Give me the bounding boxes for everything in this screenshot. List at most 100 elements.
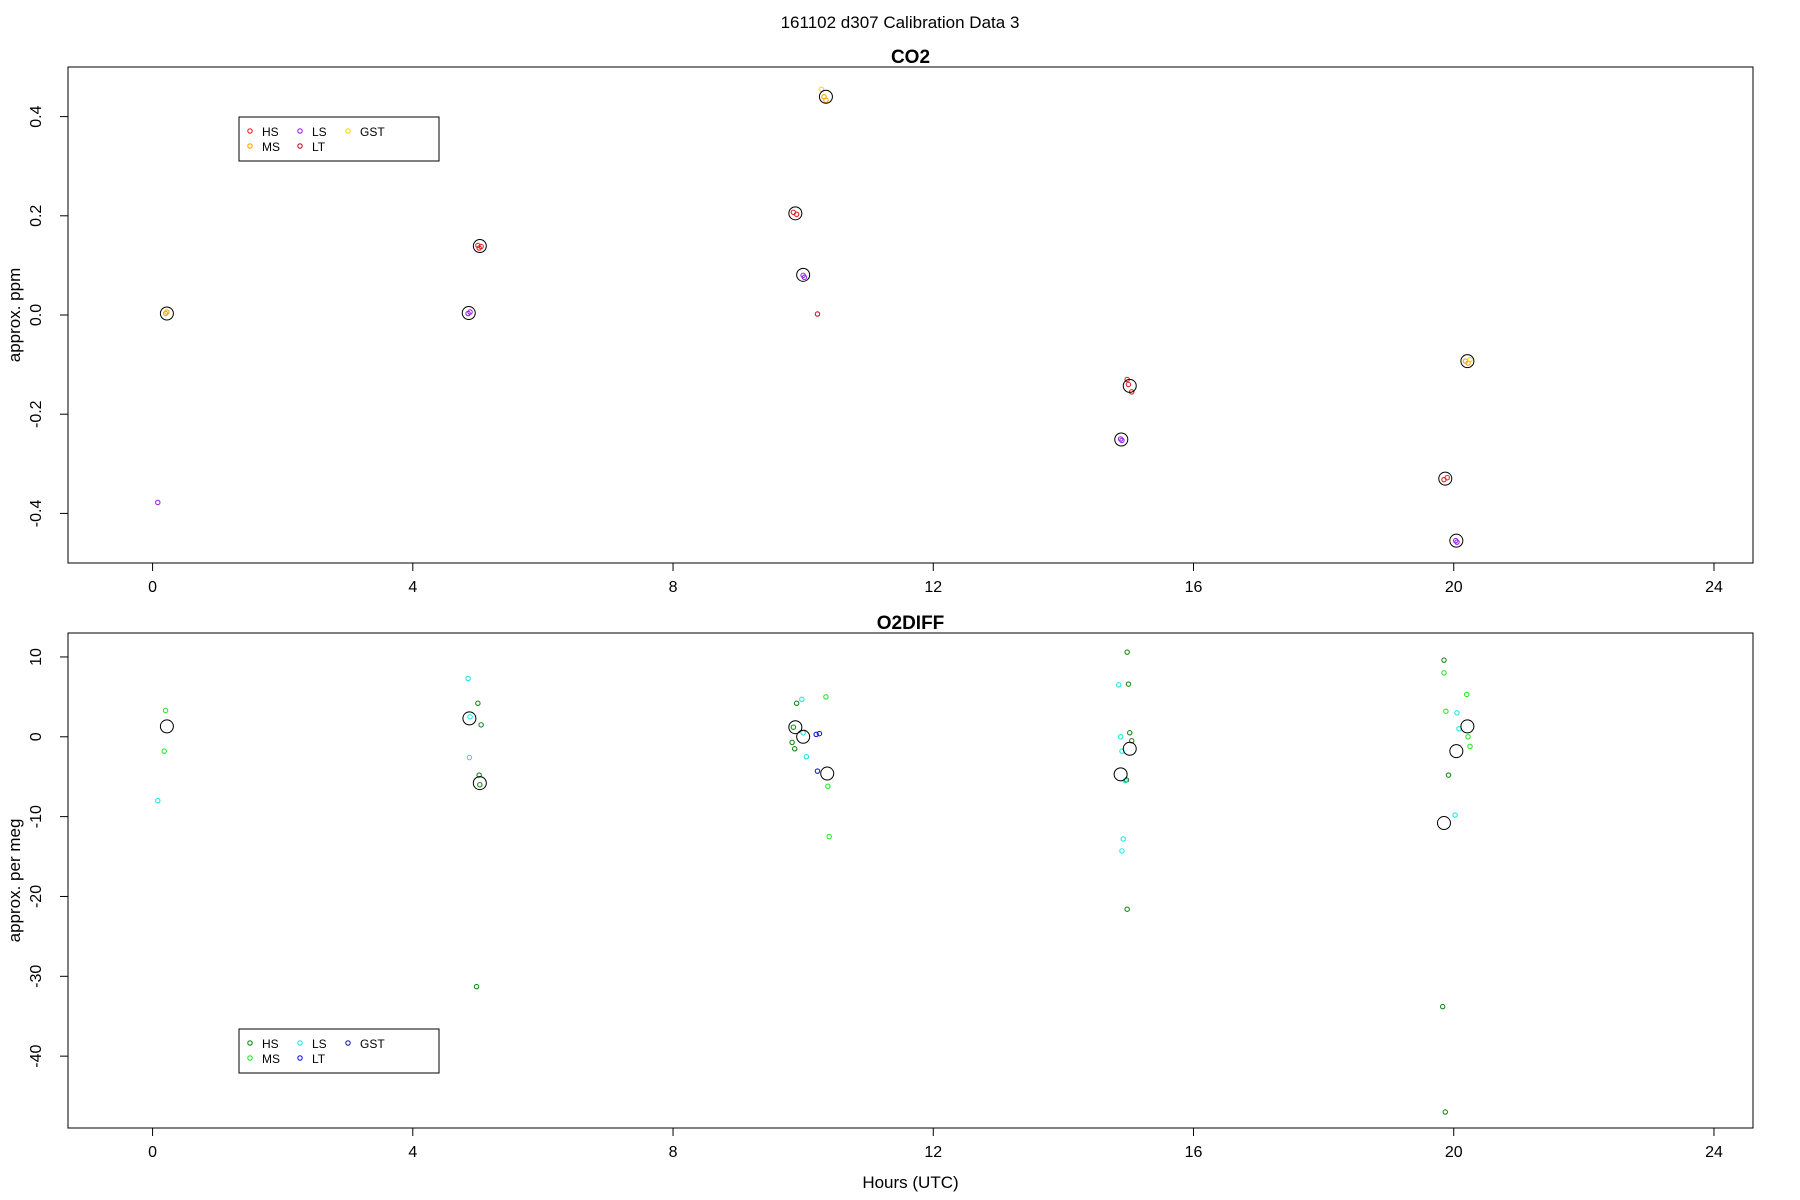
data-point-ls: [1117, 734, 1124, 740]
x-tick-label: 24: [1705, 579, 1723, 596]
data-point-ls: [466, 754, 473, 761]
mean-marker: [1122, 741, 1137, 756]
data-point-ms: [1443, 708, 1449, 714]
y-tick-label: 0: [28, 732, 45, 741]
mean-marker: [818, 89, 833, 104]
x-tick-label: 12: [924, 579, 942, 596]
y-tick-label: -0.2: [28, 400, 45, 428]
data-point-hs: [790, 724, 797, 730]
data-point-ls: [155, 499, 161, 506]
x-tick-label: 16: [1185, 579, 1203, 596]
mean-marker: [159, 719, 174, 734]
data-point-hs: [1442, 1109, 1449, 1115]
mean-marker: [1460, 354, 1475, 369]
legend-marker: [247, 1040, 253, 1046]
data-point-ms: [1465, 734, 1471, 740]
chart-panel-0: CO2 0 4 8 12 16 20 24 -0.4 -0.2 0.0 0.2 0.4 approx. p…: [5, 47, 1754, 596]
data-point-ls: [1454, 710, 1460, 716]
data-point-ls: [1115, 682, 1122, 688]
data-point-hs: [1124, 649, 1130, 655]
data-point-ls: [467, 309, 473, 315]
data-point-ms: [1467, 743, 1473, 750]
legend-label: MS: [262, 140, 280, 154]
legend-label: GST: [360, 125, 385, 139]
mean-marker: [1449, 533, 1464, 548]
x-tick-label: 4: [408, 579, 417, 596]
data-point-hs: [476, 772, 482, 778]
x-tick-label: 12: [924, 1144, 942, 1161]
data-point-hs: [478, 722, 484, 728]
data-point-hs: [478, 243, 484, 250]
data-point-lt: [814, 311, 821, 317]
y-tick-label: -30: [28, 965, 45, 988]
x-tick-label: 16: [1185, 1144, 1203, 1161]
y-tick-label: -10: [28, 805, 45, 828]
data-point-hs: [793, 700, 800, 707]
legend-marker: [297, 128, 303, 134]
data-point-ls: [1119, 848, 1125, 854]
data-point-hs: [791, 746, 798, 752]
data-point-hs: [1439, 1003, 1446, 1010]
legend-label: LS: [312, 125, 327, 139]
data-point-ls: [1452, 812, 1458, 818]
x-tick-label: 8: [669, 1144, 678, 1161]
legend-box: [238, 1028, 440, 1074]
chart-panels: CO2 0 4 8 12 16 20 24 -0.4 -0.2 0.0 0.2 0.4 approx. p…: [5, 47, 1754, 1192]
mean-marker: [1436, 816, 1451, 831]
legend-label: LT: [312, 1052, 326, 1066]
mean-marker: [159, 306, 174, 321]
data-point-hs: [793, 211, 800, 218]
data-point-ms: [825, 783, 831, 790]
y-tick-label: 0.4: [28, 105, 45, 127]
legend-label: GST: [360, 1037, 385, 1051]
data-point-hs: [1126, 730, 1133, 736]
data-point-ls: [1119, 437, 1125, 444]
chart-panel-1: O2DIFF 0 4 8 12 16 20 24 -40 -30 -20 -10 0 10 approx. …: [5, 613, 1754, 1192]
data-point-hs: [475, 700, 481, 707]
data-point-ls: [801, 274, 808, 281]
x-tick-label: 4: [408, 1144, 417, 1161]
data-point-hs: [1441, 657, 1447, 663]
legend-label: LS: [312, 1037, 327, 1051]
data-point-hs: [1445, 772, 1452, 778]
x-tick-label: 0: [148, 579, 157, 596]
data-point-lt: [813, 731, 819, 738]
data-point-ls: [1454, 539, 1460, 545]
y-tick-label: 0.0: [28, 304, 45, 326]
mean-marker: [462, 711, 477, 726]
x-tick-label: 8: [669, 579, 678, 596]
legend-marker: [247, 128, 253, 134]
x-tick-label: 20: [1445, 579, 1463, 596]
legend-marker: [345, 128, 351, 134]
x-tick-label: 24: [1705, 1144, 1723, 1161]
data-point-ms: [823, 694, 829, 700]
data-point-ls: [155, 797, 161, 804]
legend-marker: [297, 1040, 303, 1046]
y-tick-label: -20: [28, 885, 45, 908]
data-point-gst: [1467, 356, 1473, 363]
legend-marker: [345, 1040, 351, 1046]
legend-marker: [247, 143, 253, 149]
mean-marker: [796, 267, 811, 282]
data-point-hs: [1128, 389, 1135, 395]
mean-marker: [1113, 767, 1128, 782]
mean-marker: [788, 720, 803, 735]
mean-marker: [472, 239, 487, 254]
chart-title: O2DIFF: [877, 613, 945, 634]
data-point-hs: [473, 983, 480, 990]
mean-marker: [1122, 378, 1137, 393]
data-point-hs: [477, 781, 483, 788]
mean-marker: [1438, 471, 1453, 486]
legend-label: LT: [312, 140, 326, 154]
y-axis-label: approx. per meg: [5, 819, 24, 943]
y-axis-label: approx. ppm: [5, 268, 24, 363]
data-point-hs: [1125, 381, 1132, 388]
data-point-ls: [1120, 836, 1126, 842]
legend-marker: [297, 1055, 303, 1061]
legend-marker: [297, 143, 303, 149]
legend-label: HS: [262, 1037, 279, 1051]
mean-marker: [796, 729, 811, 744]
mean-marker: [820, 766, 835, 781]
legend-label: HS: [262, 125, 279, 139]
